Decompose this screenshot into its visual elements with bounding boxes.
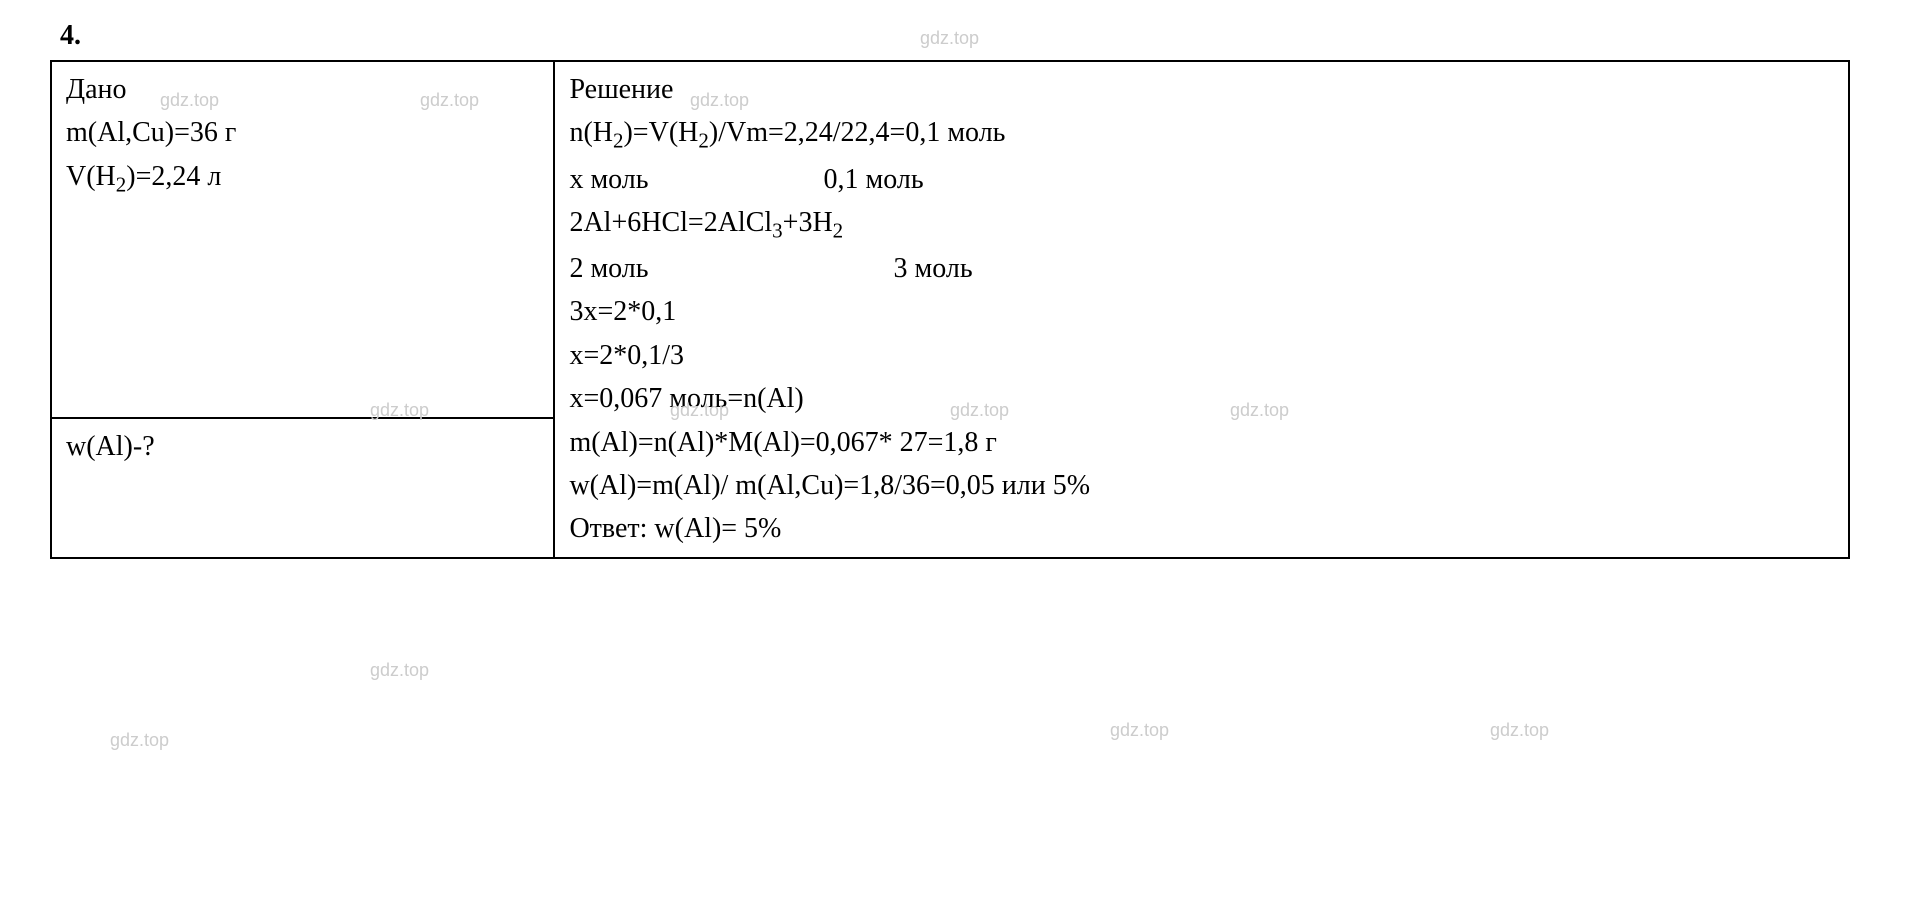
subscript: 2 bbox=[613, 129, 624, 153]
text-fragment: )=2,24 л bbox=[126, 161, 221, 192]
watermark-text: gdz.top bbox=[110, 730, 169, 751]
solution-line: x=0,067 моль=n(Al) bbox=[569, 377, 1834, 420]
watermark-text: gdz.top bbox=[370, 660, 429, 681]
subscript: 2 bbox=[116, 172, 127, 196]
solution-line: 2 моль 3 моль bbox=[569, 247, 1834, 290]
subscript: 2 bbox=[698, 129, 709, 153]
solution-line: n(H2)=V(H2)/Vm=2,24/22,4=0,1 моль bbox=[569, 111, 1834, 157]
given-line: m(Al,Cu)=36 г bbox=[66, 111, 539, 154]
solution-cell: Решение n(H2)=V(H2)/Vm=2,24/22,4=0,1 мол… bbox=[554, 61, 1849, 558]
solution-line: m(Al)=n(Al)*M(Al)=0,067* 27=1,8 г bbox=[569, 421, 1834, 464]
text-fragment: 2Al+6HCl=2AlCl bbox=[569, 207, 772, 238]
text-fragment: +3H bbox=[783, 207, 833, 238]
given-heading: Дано bbox=[66, 68, 539, 111]
solution-line: 2Al+6HCl=2AlCl3+3H2 bbox=[569, 201, 1834, 247]
text-fragment: n(H bbox=[569, 117, 613, 148]
page-container: 4. gdz.topgdz.topgdz.topgdz.topgdz.topgd… bbox=[50, 20, 1859, 559]
watermark-text: gdz.top bbox=[1110, 720, 1169, 741]
solution-line: x моль 0,1 моль bbox=[569, 158, 1834, 201]
solution-line: 3x=2*0,1 bbox=[569, 290, 1834, 333]
given-line: V(H2)=2,24 л bbox=[66, 155, 539, 201]
table-row: Дано m(Al,Cu)=36 г V(H2)=2,24 л Решение … bbox=[51, 61, 1849, 418]
text-fragment: )=V(H bbox=[623, 117, 698, 148]
subscript: 2 bbox=[833, 219, 844, 243]
solution-heading: Решение bbox=[569, 68, 1834, 111]
solution-line: w(Al)=m(Al)/ m(Al,Cu)=1,8/36=0,05 или 5% bbox=[569, 464, 1834, 507]
find-cell: w(Al)-? bbox=[51, 418, 554, 558]
subscript: 3 bbox=[772, 219, 783, 243]
text-fragment: V(H bbox=[66, 161, 116, 192]
watermark-text: gdz.top bbox=[1490, 720, 1549, 741]
find-line: w(Al)-? bbox=[66, 425, 539, 468]
solution-line: x=2*0,1/3 bbox=[569, 334, 1834, 377]
given-cell: Дано m(Al,Cu)=36 г V(H2)=2,24 л bbox=[51, 61, 554, 418]
problem-number: 4. bbox=[60, 20, 1859, 52]
solution-table: Дано m(Al,Cu)=36 г V(H2)=2,24 л Решение … bbox=[50, 60, 1850, 559]
text-fragment: )/Vm=2,24/22,4=0,1 моль bbox=[709, 117, 1006, 148]
solution-answer: Ответ: w(Al)= 5% bbox=[569, 507, 1834, 550]
